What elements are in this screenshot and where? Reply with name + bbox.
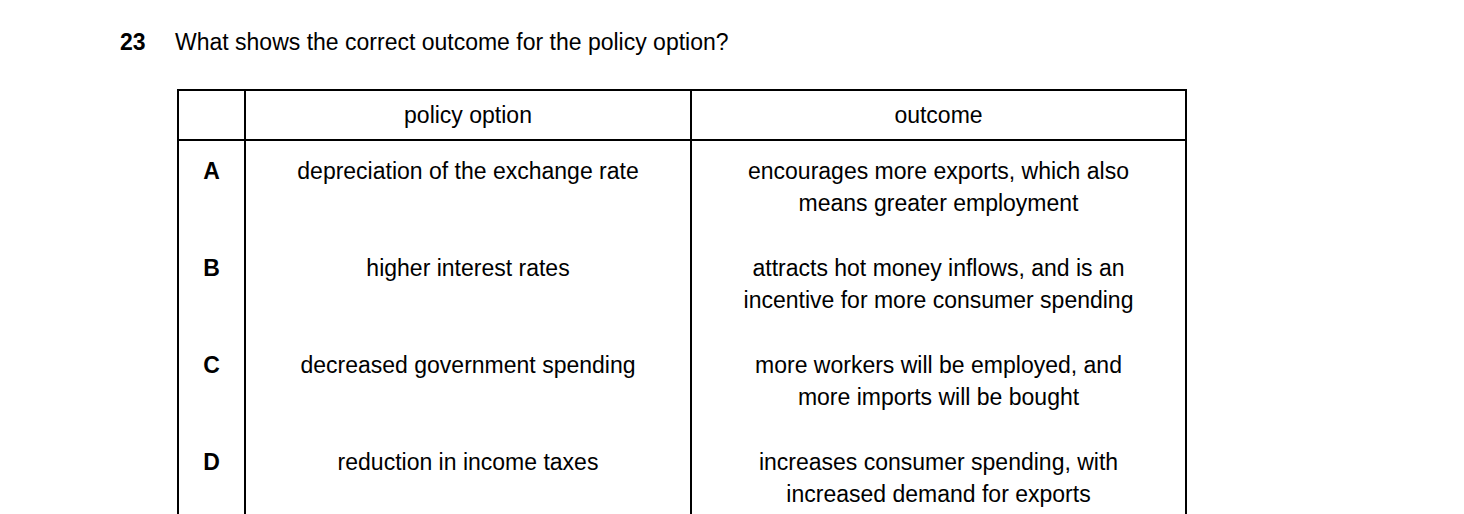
exam-page: 23 What shows the correct outcome for th…	[0, 0, 1464, 514]
question: 23 What shows the correct outcome for th…	[120, 28, 729, 56]
outcome-d-line1: increases consumer spending, with	[698, 446, 1179, 478]
option-letter-b: B	[178, 238, 245, 335]
outcome-d: increases consumer spending, with increa…	[691, 432, 1186, 514]
outcome-a-line2: means greater employment	[698, 187, 1179, 219]
question-number: 23	[120, 28, 175, 56]
table-row-c: C decreased government spending more wor…	[178, 335, 1186, 432]
outcome-c-line2: more imports will be bought	[698, 381, 1179, 413]
outcome-a: encourages more exports, which also mean…	[691, 140, 1186, 238]
policy-option-b: higher interest rates	[245, 238, 691, 335]
option-letter-d: D	[178, 432, 245, 514]
outcome-a-line1: encourages more exports, which also	[698, 155, 1179, 187]
policy-option-d: reduction in income taxes	[245, 432, 691, 514]
option-letter-c: C	[178, 335, 245, 432]
question-text: What shows the correct outcome for the p…	[175, 28, 729, 56]
policy-option-a: depreciation of the exchange rate	[245, 140, 691, 238]
table-row-a: A depreciation of the exchange rate enco…	[178, 140, 1186, 238]
policy-option-c: decreased government spending	[245, 335, 691, 432]
outcome-d-line2: increased demand for exports	[698, 478, 1179, 510]
outcome-c-line1: more workers will be employed, and	[698, 349, 1179, 381]
outcome-b-line1: attracts hot money inflows, and is an	[698, 252, 1179, 284]
outcome-b-line2: incentive for more consumer spending	[698, 284, 1179, 316]
table-row-d: D reduction in income taxes increases co…	[178, 432, 1186, 514]
header-policy-option: policy option	[245, 90, 691, 140]
table-row-b: B higher interest rates attracts hot mon…	[178, 238, 1186, 335]
outcome-c: more workers will be employed, and more …	[691, 335, 1186, 432]
outcome-b: attracts hot money inflows, and is an in…	[691, 238, 1186, 335]
header-outcome: outcome	[691, 90, 1186, 140]
header-letter	[178, 90, 245, 140]
policy-outcome-table: policy option outcome A depreciation of …	[177, 89, 1187, 514]
table-header-row: policy option outcome	[178, 90, 1186, 140]
option-letter-a: A	[178, 140, 245, 238]
